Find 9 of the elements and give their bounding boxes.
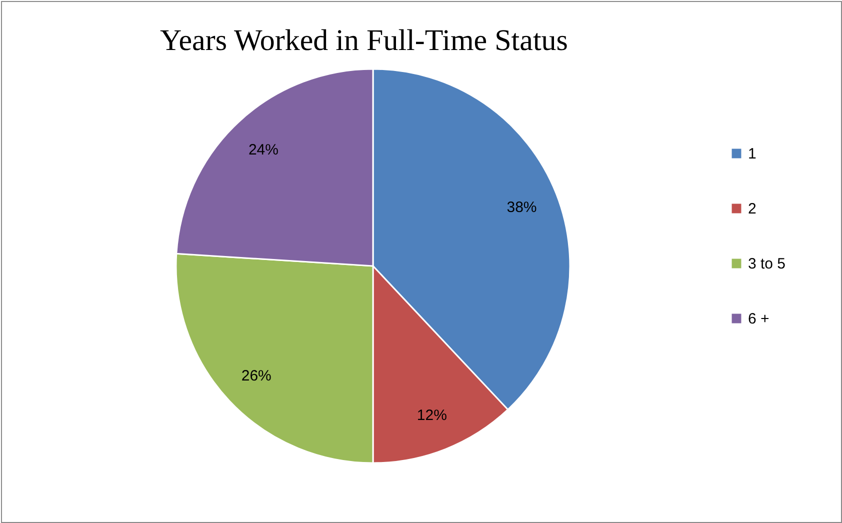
data-label: 26% [241, 368, 272, 385]
legend-label: 2 [748, 200, 756, 218]
legend-label: 3 to 5 [748, 256, 786, 272]
data-label: 12% [416, 406, 447, 424]
legend-label: 1 [748, 146, 756, 162]
data-label: 38% [506, 199, 537, 216]
legend-label: 6 + [748, 310, 770, 328]
chart-title: Years Worked in Full-Time Status [160, 24, 568, 57]
data-label: 24% [248, 141, 278, 158]
